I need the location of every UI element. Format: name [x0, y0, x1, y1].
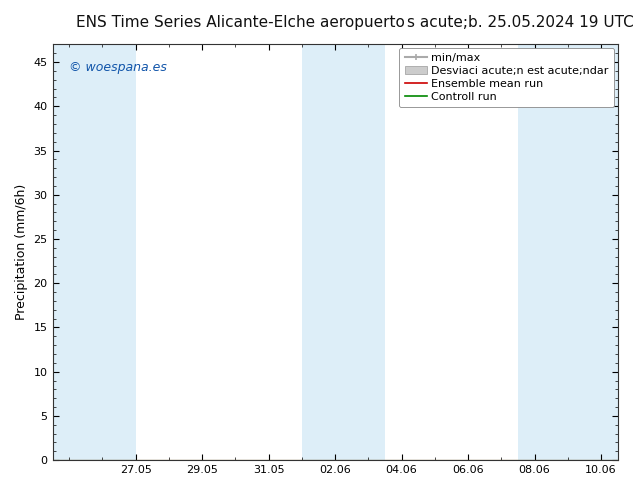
Text: s acute;b. 25.05.2024 19 UTC: s acute;b. 25.05.2024 19 UTC [406, 15, 633, 30]
Text: ENS Time Series Alicante-Elche aeropuerto: ENS Time Series Alicante-Elche aeropuert… [77, 15, 405, 30]
Bar [302, 45, 385, 460]
Bar [53, 45, 136, 460]
Y-axis label: Precipitation (mm/6h): Precipitation (mm/6h) [15, 184, 28, 320]
Legend: min/max, Desviaci acute;n est acute;ndar, Ensemble mean run, Controll run: min/max, Desviaci acute;n est acute;ndar… [399, 48, 614, 107]
Text: © woespana.es: © woespana.es [70, 61, 167, 74]
Bar [518, 45, 618, 460]
